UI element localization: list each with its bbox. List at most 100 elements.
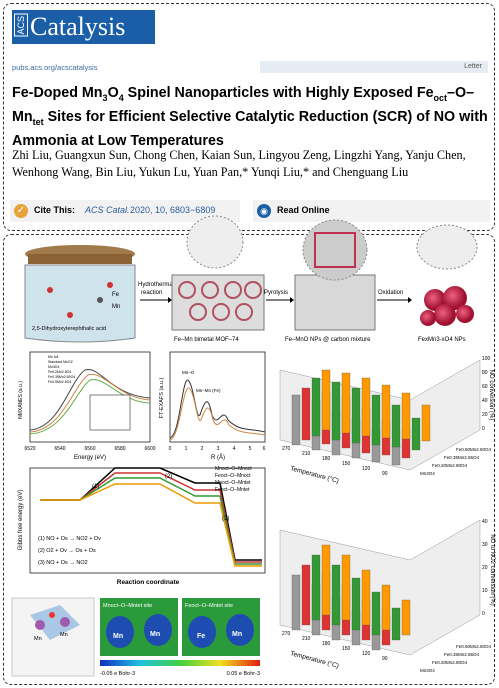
read-label: Read Online: [277, 205, 330, 215]
sample: Fe0.35Mn2.65O4: [444, 652, 480, 657]
atom: Fe: [197, 633, 205, 640]
legend: Mnoct–O–Mnoct: [215, 466, 252, 472]
tick: 90: [382, 471, 388, 477]
tick: 60: [482, 384, 488, 390]
legend: Mn3O4: [48, 365, 60, 369]
cite-icon: ✓: [14, 204, 28, 218]
title-part: tet: [32, 116, 44, 127]
sample: Fe0.50Mn2.50O4: [456, 644, 492, 649]
legend: Standard MnO2: [48, 360, 73, 364]
tick: 180: [322, 456, 331, 462]
tick: 80: [482, 370, 488, 376]
exafs-plot: FT-EXAFS (a.u.) R (Å) 0 1 2 3 4 5 6 Mn–O Mn–Mn…: [159, 351, 266, 461]
cite-box: ✓ Cite This: ACS Catal. 2020, 10, 6803−6…: [10, 200, 240, 222]
title-part: O: [107, 85, 119, 101]
sample: Fe0.20Mn2.80O4: [432, 660, 468, 665]
step: Hydrothermal: [138, 282, 174, 288]
sample: Fe0.50Mn2.50O4: [456, 447, 492, 452]
step: reaction: [141, 290, 162, 296]
precursor: 2,5-Dihydroxyterephthalic acid: [32, 326, 106, 332]
title-part: Fe-Doped Mn: [12, 85, 103, 101]
sample: Fe0.35Mn2.65O4: [444, 455, 480, 460]
step-label: (1): [92, 484, 99, 490]
legend: Fe0.2Mn2.8O4: [48, 370, 71, 374]
title: Fe-Doped Mn3O4 Spinel Nanoparticles with…: [12, 84, 490, 151]
tick: 4: [233, 446, 236, 452]
title-part: Sites for Efficient Selective Catalytic …: [12, 108, 488, 149]
tick: 180: [322, 641, 331, 647]
tick: 6540: [54, 446, 65, 452]
cite-label: Cite This:: [34, 205, 76, 215]
tick: 30: [482, 542, 488, 548]
atom: Mn: [113, 633, 123, 640]
tick: 0: [482, 426, 485, 432]
tick: 100: [482, 356, 491, 362]
tick: 210: [302, 636, 311, 642]
tick: 210: [302, 451, 311, 457]
bar-chart-2: 0 10 20 30 40 NO to NO2 conversion (%) 270 21…: [279, 519, 495, 673]
ion: Mn: [112, 304, 120, 310]
cite-journal: ACS Catal.: [85, 205, 130, 215]
xanes-plot: NMXANES (a.u.) Energy (eV) 6520 6540 6560 6…: [18, 351, 156, 461]
axis-label: NO conversion (%): [488, 370, 494, 421]
map-title: Mnoct–O–Mntet site: [103, 603, 152, 609]
title-part: Spinel Nanoparticles with Highly Exposed…: [123, 85, 434, 101]
step: Oxidation: [378, 290, 403, 296]
sample: Mn3O4: [420, 471, 435, 476]
tick: 150: [342, 461, 351, 467]
tick: 90: [382, 656, 388, 662]
legend: Feoct–O–Mntet: [215, 487, 250, 493]
annotation: Mn–O: [182, 370, 195, 375]
sample: Mn3O4: [420, 668, 435, 673]
ion: Fe: [112, 292, 120, 298]
axis-label: NMXANES (a.u.): [18, 381, 24, 419]
tick: 150: [342, 646, 351, 652]
step-label: (2): [165, 474, 172, 480]
map-title: Feoct–O–Mntet site: [185, 603, 233, 609]
product-label: FexMn3-xO4 NPs: [418, 337, 466, 343]
legend: Mn foil: [48, 355, 59, 359]
axis-label: Reaction coordinate: [117, 579, 180, 586]
axis-label: NO to NO2 conversion (%): [489, 534, 495, 605]
bar-chart-1: 0 20 40 60 80 100 NO conversion (%) 270 210 180…: [279, 356, 494, 485]
legend: Fe0.35Mn2.65O4: [48, 375, 75, 379]
axis-label: Gibbs free energy (eV): [18, 490, 24, 551]
tick: 5: [249, 446, 252, 452]
tick: 20: [482, 565, 488, 571]
tick: 20: [482, 412, 488, 418]
legend: Feoct–O–Mnoct: [215, 473, 251, 479]
tick: 6600: [144, 446, 155, 452]
scale-min: -0.05 e Bohr-3: [100, 671, 135, 677]
reaction: (2) O2 + Ov → Os + Os: [38, 548, 96, 554]
tick: 270: [282, 631, 291, 637]
gibbs-diagram: (1) (2) (3) Mnoct–O–MnoctFeoct–O–MnoctMnoc…: [18, 466, 266, 586]
type-bar: Letter: [260, 61, 488, 73]
tick: 2: [201, 446, 204, 452]
title-part: –O–Mn: [12, 85, 475, 125]
sample: Fe0.20Mn2.80O4: [432, 463, 468, 468]
abstract-frame: [3, 234, 495, 685]
axis-label: R (Å): [211, 454, 225, 461]
authors: Zhi Liu, Guangxun Sun, Chong Chen, Kaian…: [12, 148, 466, 179]
cite-ref: 2020, 10, 6803−6809: [130, 205, 216, 215]
axis-label: FT-EXAFS (a.u.): [159, 378, 165, 419]
scale-max: 0.05 e Bohr-3: [227, 671, 260, 677]
tick: 0: [169, 446, 172, 452]
mof-label: Fe–Mn bimetal MOF–74: [174, 337, 239, 343]
tick: 1: [185, 446, 188, 452]
read-online[interactable]: ◉ Read Online: [253, 200, 490, 222]
tick: 270: [282, 446, 291, 452]
url: pubs.acs.org/acscatalysis: [12, 63, 98, 72]
tick: 6: [263, 446, 266, 452]
axis-label: Energy (eV): [74, 455, 106, 461]
density-maps: Mn Mn Mnoct–O–Mntet site Feoct–O–Mntet s…: [11, 597, 260, 677]
journal-logo: ACS Catalysis: [12, 10, 155, 44]
title-part: 3: [102, 92, 108, 103]
tick: 0: [482, 611, 485, 617]
tick: 10: [482, 588, 488, 594]
axis-label: Temperature (°C): [289, 464, 339, 485]
header-frame: [3, 3, 495, 231]
tick: 40: [482, 398, 488, 404]
